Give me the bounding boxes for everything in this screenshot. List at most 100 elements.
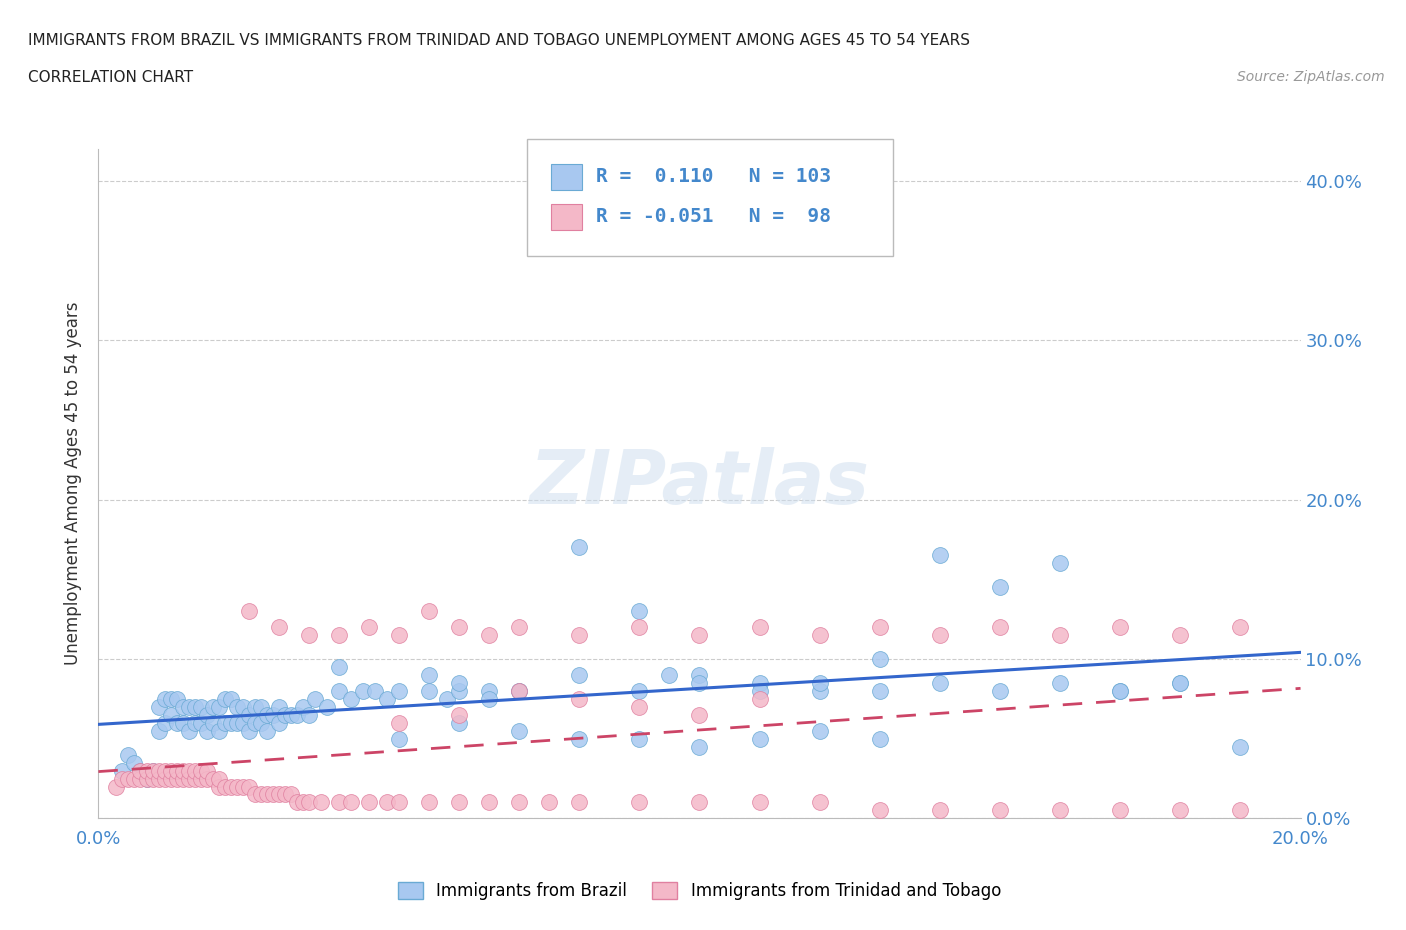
Point bbox=[1049, 803, 1071, 817]
Point bbox=[478, 795, 501, 810]
Point bbox=[172, 699, 194, 714]
Point bbox=[238, 604, 260, 618]
Point bbox=[508, 684, 530, 698]
Point bbox=[243, 699, 266, 714]
Point bbox=[148, 699, 170, 714]
Point bbox=[929, 803, 952, 817]
Point bbox=[208, 771, 231, 786]
Point bbox=[249, 715, 271, 730]
Point bbox=[418, 795, 440, 810]
Point bbox=[628, 604, 651, 618]
Point bbox=[508, 795, 530, 810]
Y-axis label: Unemployment Among Ages 45 to 54 years: Unemployment Among Ages 45 to 54 years bbox=[65, 302, 83, 665]
Point bbox=[267, 787, 290, 802]
Point bbox=[808, 684, 831, 698]
Point bbox=[219, 691, 242, 706]
Point bbox=[748, 691, 770, 706]
Point bbox=[195, 771, 218, 786]
Point bbox=[388, 684, 411, 698]
Point bbox=[166, 771, 188, 786]
Point bbox=[285, 708, 308, 723]
Point bbox=[111, 771, 134, 786]
Point bbox=[190, 715, 212, 730]
Point bbox=[208, 699, 231, 714]
Point bbox=[298, 795, 321, 810]
Point bbox=[1170, 675, 1192, 690]
Point bbox=[478, 691, 501, 706]
Point bbox=[208, 779, 231, 794]
Point bbox=[214, 691, 236, 706]
Point bbox=[159, 764, 181, 778]
Point bbox=[190, 771, 212, 786]
Point bbox=[172, 715, 194, 730]
Point bbox=[478, 684, 501, 698]
Point bbox=[153, 764, 176, 778]
Point bbox=[177, 699, 200, 714]
Point bbox=[447, 619, 470, 634]
Point bbox=[1109, 684, 1132, 698]
Point bbox=[1229, 803, 1251, 817]
Point bbox=[869, 803, 891, 817]
Point bbox=[1049, 675, 1071, 690]
Point bbox=[352, 684, 374, 698]
Point bbox=[117, 747, 139, 762]
Point bbox=[357, 619, 380, 634]
Point bbox=[219, 779, 242, 794]
Point bbox=[508, 724, 530, 738]
Point bbox=[291, 699, 314, 714]
Point bbox=[172, 771, 194, 786]
Point bbox=[166, 764, 188, 778]
Point bbox=[249, 787, 271, 802]
Point bbox=[340, 795, 363, 810]
Point bbox=[214, 715, 236, 730]
Point bbox=[225, 699, 247, 714]
Point bbox=[166, 715, 188, 730]
Point bbox=[190, 764, 212, 778]
Point bbox=[1109, 619, 1132, 634]
Point bbox=[159, 708, 181, 723]
Point bbox=[388, 715, 411, 730]
Point bbox=[447, 715, 470, 730]
Point bbox=[568, 731, 591, 746]
Point bbox=[1229, 739, 1251, 754]
Point bbox=[141, 764, 163, 778]
Point bbox=[148, 771, 170, 786]
Point bbox=[262, 708, 284, 723]
Point bbox=[748, 675, 770, 690]
Point bbox=[267, 699, 290, 714]
Point bbox=[291, 795, 314, 810]
Point bbox=[249, 699, 271, 714]
Point bbox=[309, 795, 332, 810]
Point bbox=[274, 787, 297, 802]
Point bbox=[418, 604, 440, 618]
Point bbox=[929, 628, 952, 643]
Point bbox=[1229, 619, 1251, 634]
Point bbox=[195, 764, 218, 778]
Point bbox=[628, 731, 651, 746]
Point bbox=[1109, 684, 1132, 698]
Point bbox=[243, 715, 266, 730]
Point bbox=[256, 787, 278, 802]
Point bbox=[153, 691, 176, 706]
Point bbox=[689, 739, 711, 754]
Point bbox=[748, 731, 770, 746]
Point bbox=[357, 795, 380, 810]
Point bbox=[124, 755, 146, 770]
Point bbox=[166, 691, 188, 706]
Point bbox=[447, 675, 470, 690]
Point bbox=[328, 659, 350, 674]
Point bbox=[375, 795, 398, 810]
Point bbox=[124, 771, 146, 786]
Point bbox=[232, 779, 254, 794]
Point bbox=[201, 699, 224, 714]
Point bbox=[238, 708, 260, 723]
Point bbox=[748, 619, 770, 634]
Point bbox=[129, 764, 152, 778]
Point bbox=[298, 628, 321, 643]
Point bbox=[1170, 803, 1192, 817]
Point bbox=[478, 628, 501, 643]
Point bbox=[129, 764, 152, 778]
Point bbox=[315, 699, 337, 714]
Point bbox=[148, 724, 170, 738]
Text: ZIPatlas: ZIPatlas bbox=[530, 447, 869, 520]
